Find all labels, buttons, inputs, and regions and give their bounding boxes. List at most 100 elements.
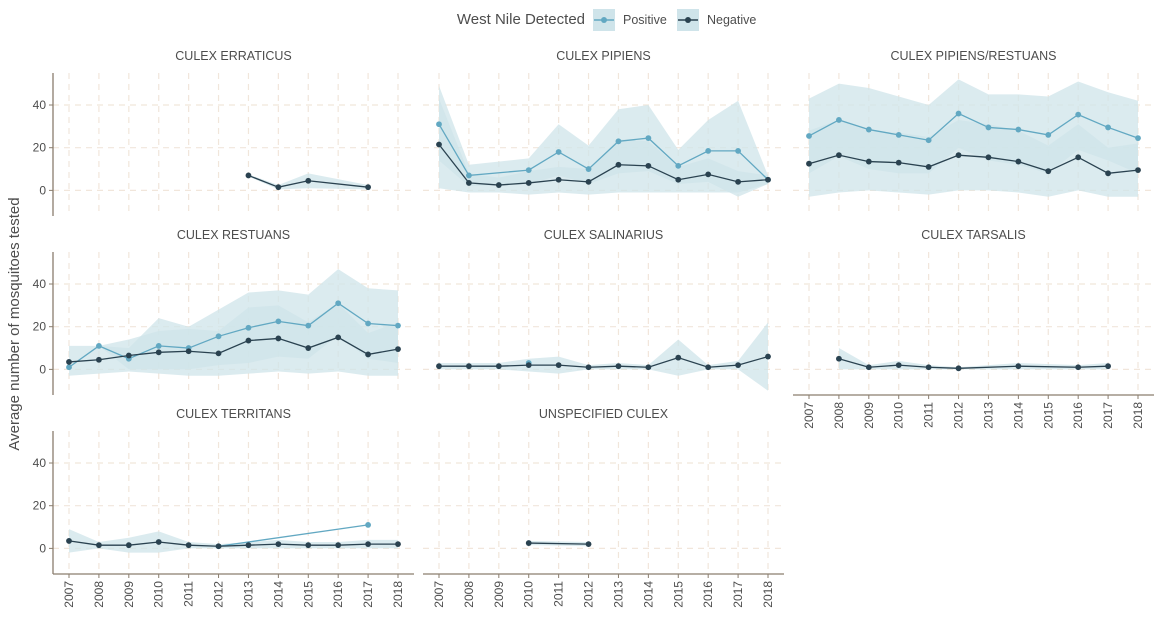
data-point (1015, 363, 1022, 370)
data-point (305, 322, 312, 329)
x-tick-label: 2007 (432, 581, 446, 608)
gridlines (423, 252, 784, 395)
data-point (525, 362, 532, 369)
data-point (925, 164, 932, 170)
gridlines (793, 252, 1154, 395)
data-point (436, 141, 442, 148)
data-point (125, 542, 132, 549)
data-point (155, 343, 162, 349)
x-tick-label: 2014 (271, 581, 285, 608)
data-point (955, 365, 962, 372)
x-tick-label: 2015 (301, 581, 315, 608)
data-point (215, 333, 222, 340)
x-tick-label: 2011 (182, 581, 196, 607)
data-point (836, 355, 842, 362)
series-line-negative (439, 355, 769, 368)
facet-title: UNSPECIFIED CULEX (539, 407, 669, 421)
y-tick-label: 0 (39, 362, 46, 376)
data-point (955, 152, 962, 159)
data-point (155, 349, 162, 356)
x-tick-label: 2017 (731, 581, 745, 608)
data-point (525, 180, 532, 186)
facet-title: CULEX TERRITANS (176, 407, 291, 421)
data-point (615, 363, 622, 370)
x-tick-label: 2009 (862, 402, 876, 429)
data-point (895, 131, 902, 138)
data-point (585, 178, 592, 185)
data-point (365, 184, 371, 191)
gridlines (53, 73, 414, 216)
data-point (555, 362, 562, 369)
data-point (865, 158, 872, 165)
data-point (955, 110, 962, 117)
x-tick-label: 2007 (62, 581, 76, 608)
series-negative (66, 538, 401, 550)
data-point (925, 364, 932, 371)
data-point (275, 541, 282, 548)
x-tick-label: 2013 (241, 581, 255, 608)
x-tick-label: 2011 (552, 581, 566, 607)
series-line-positive (808, 112, 1139, 141)
x-tick-label: 2010 (892, 402, 906, 429)
x-tick-label: 2010 (152, 581, 166, 608)
y-tick-label: 20 (33, 320, 47, 334)
data-point (1045, 168, 1052, 175)
y-tick-label: 40 (33, 98, 47, 112)
data-point (585, 166, 592, 172)
series-negative (66, 334, 401, 365)
data-point (836, 152, 842, 159)
data-point (765, 176, 771, 183)
facet-culex-tarsalis: CULEX TARSALIS 2007 2008 2009 2010 2011 2012 20… (793, 228, 1154, 429)
facet-culex-territans: CULEX TERRITANS 0 20 40 2007 2008 2009 2010 2011… (33, 407, 414, 608)
data-point (985, 154, 992, 161)
legend-key-negative-dot (685, 17, 691, 23)
x-tick-label: 2018 (1131, 402, 1145, 429)
x-tick-label: 2017 (361, 581, 375, 608)
series-negative (436, 353, 771, 371)
data-point (335, 300, 342, 307)
x-tick-label: 2011 (922, 402, 936, 428)
data-point (365, 351, 371, 358)
legend-label-positive: Positive (623, 13, 667, 27)
series-line-negative (68, 540, 398, 547)
data-point (155, 539, 162, 545)
legend-item-negative: Negative (677, 9, 756, 31)
data-point (1105, 170, 1111, 177)
series-negative (836, 355, 1111, 372)
x-tick-label: 2014 (1011, 402, 1025, 429)
data-point (305, 542, 312, 549)
data-point (806, 160, 812, 167)
data-point (645, 364, 652, 371)
x-tick-label: 2014 (641, 581, 655, 608)
data-point (895, 362, 902, 369)
data-point (645, 135, 652, 141)
series-line-negative (438, 144, 769, 186)
x-tick-label: 2008 (832, 402, 846, 429)
x-tick-label: 2013 (611, 581, 625, 608)
series-negative (806, 152, 1141, 177)
data-point (245, 172, 252, 179)
data-point (96, 542, 102, 549)
data-point (125, 352, 132, 359)
x-tick-label: 2007 (802, 402, 816, 429)
data-point (275, 184, 282, 191)
x-tick-label: 2009 (122, 581, 136, 608)
data-point (525, 167, 532, 174)
axes: 0 20 40 (33, 252, 54, 395)
facet-title: CULEX SALINARIUS (544, 228, 663, 242)
y-axis-label: Average number of mosquitoes tested (6, 197, 23, 450)
axes: 2007 2008 2009 2010 2011 2012 2013 2014 2015 2016… (423, 573, 784, 608)
x-tick-label: 2008 (92, 581, 106, 608)
data-point (466, 363, 472, 370)
axes: 2007 2008 2009 2010 2011 2012 2013 2014 2015 2016… (793, 394, 1154, 429)
data-point (1075, 154, 1082, 161)
facet-title: CULEX TARSALIS (921, 228, 1025, 242)
x-tick-label: 2012 (952, 402, 966, 429)
data-point (705, 148, 712, 154)
data-point (245, 337, 252, 344)
facets: CULEX ERRATICUS 0 20 40 CULEX PIPIENS CULEX P… (33, 49, 1154, 608)
data-point (985, 124, 992, 131)
data-point (96, 356, 102, 363)
data-point (1135, 167, 1141, 174)
